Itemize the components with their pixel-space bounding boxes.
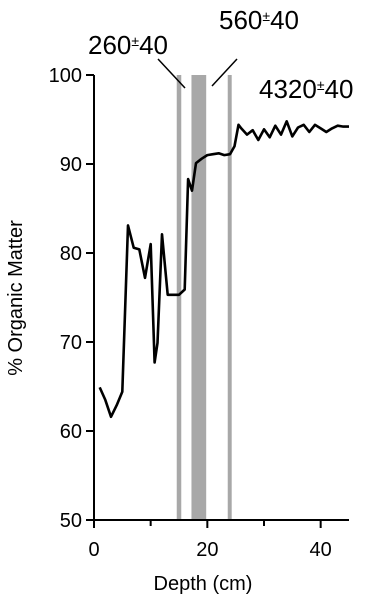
date-value: 560 xyxy=(219,5,262,35)
plus-minus-sign: ± xyxy=(317,77,325,93)
y-tick-label: 80 xyxy=(60,243,82,265)
date-band-2 xyxy=(227,75,232,520)
date-annotations: 260±40 560±40 4320±40 xyxy=(88,5,353,104)
chart-axes xyxy=(93,75,349,521)
date-label-560: 560±40 xyxy=(219,5,299,35)
x-tick-label: 40 xyxy=(310,539,332,561)
x-tick-label: 20 xyxy=(196,539,218,561)
x-axis-title: Depth (cm) xyxy=(154,573,253,595)
leader-line-260 xyxy=(157,58,186,89)
date-band-1 xyxy=(191,75,207,520)
date-error: 40 xyxy=(325,74,354,104)
leader-line-560 xyxy=(211,58,238,87)
y-tick-label: 60 xyxy=(60,421,82,443)
x-tick-label: 0 xyxy=(88,539,99,561)
radiocarbon-date-bands xyxy=(176,75,232,520)
date-label-4320: 4320±40 xyxy=(259,74,353,104)
date-error: 40 xyxy=(270,5,299,35)
date-label-260: 260±40 xyxy=(88,30,168,60)
date-value: 4320 xyxy=(259,74,317,104)
y-tick-label: 100 xyxy=(49,65,82,87)
plus-minus-sign: ± xyxy=(262,8,270,24)
series-line-0 xyxy=(98,120,349,419)
axis-ticks: 50 60 70 80 90 100 0 20 40 xyxy=(49,65,332,561)
date-error: 40 xyxy=(139,30,168,60)
plus-minus-sign: ± xyxy=(131,33,139,49)
y-tick-label: 90 xyxy=(60,154,82,176)
y-tick-label: 70 xyxy=(60,332,82,354)
date-band-0 xyxy=(176,75,182,520)
organic-matter-series xyxy=(98,120,349,419)
y-axis-title: % Organic Matter xyxy=(5,220,27,376)
date-value: 260 xyxy=(88,30,131,60)
y-tick-label: 50 xyxy=(60,510,82,532)
